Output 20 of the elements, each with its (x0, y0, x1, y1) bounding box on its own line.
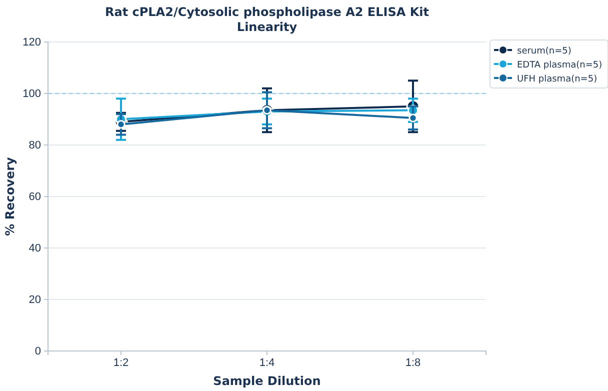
chart-title: Rat cPLA2/Cytosolic phospholipase A2 ELISA Kit (105, 5, 430, 19)
y-tick-label: 20 (28, 294, 41, 306)
legend-label: EDTA plasma(n=5) (517, 60, 602, 70)
x-tick-label: 1:2 (113, 356, 129, 369)
y-tick-label: 100 (22, 88, 41, 100)
y-tick-label: 60 (28, 191, 41, 204)
x-tick-label: 1:8 (405, 356, 421, 369)
y-tick-label: 120 (22, 36, 41, 49)
point (262, 106, 272, 115)
y-tick-label: 0 (34, 346, 41, 358)
y-tick-label: 80 (28, 140, 41, 152)
legend-label: serum(n=5) (517, 46, 572, 56)
x-tick-label: 1:4 (259, 356, 275, 369)
point (408, 114, 418, 122)
point (116, 120, 126, 129)
legend-label: UFH plasma(n=5) (517, 74, 598, 84)
y-axis-title: % Recovery (3, 157, 17, 236)
chart-subtitle: Linearity (236, 20, 298, 34)
x-axis-title: Sample Dilution (213, 374, 321, 388)
y-tick-label: 40 (28, 242, 41, 255)
